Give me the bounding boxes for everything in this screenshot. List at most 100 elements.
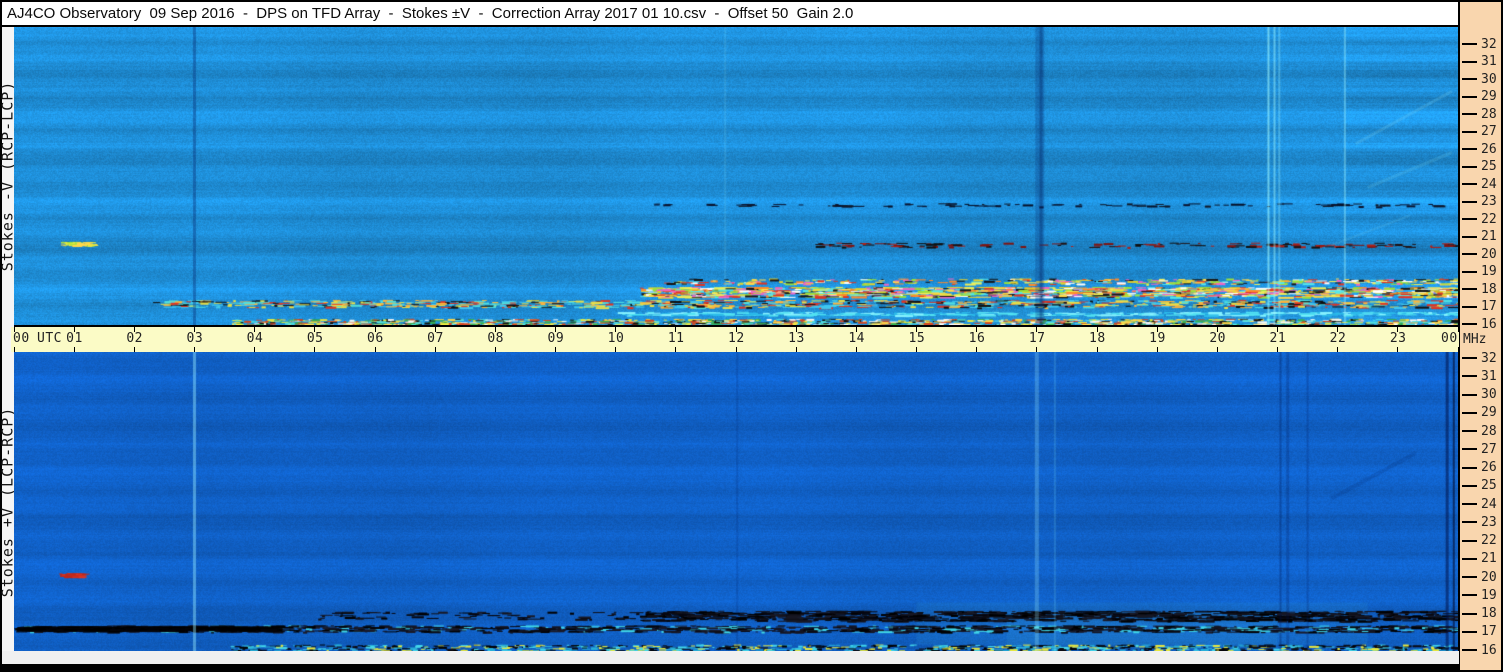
freq-tick: 30: [1460, 387, 1497, 403]
freq-tick-mark: [1462, 60, 1477, 63]
freq-tick-mark: [1462, 43, 1477, 45]
time-tick: [254, 327, 256, 332]
freq-tick-label: 19: [1481, 264, 1497, 279]
freq-tick-label: 30: [1481, 387, 1497, 402]
freq-tick-label: 28: [1481, 106, 1497, 122]
time-tick: [1096, 347, 1098, 352]
time-tick-label: 05: [306, 331, 324, 346]
time-tick: [1096, 327, 1098, 332]
freq-tick: 18: [1460, 606, 1497, 622]
freq-tick-label: 32: [1481, 36, 1497, 52]
time-tick: [1036, 347, 1038, 352]
freq-tick-mark: [1462, 375, 1477, 378]
freq-tick-label: 16: [1481, 316, 1497, 332]
freq-tick: 26: [1460, 141, 1497, 157]
page-title: AJ4CO Observatory 09 Sep 2016 - DPS on T…: [7, 5, 854, 22]
freq-tick: 23: [1460, 514, 1497, 530]
time-tick: [795, 347, 797, 352]
time-tick: [13, 327, 15, 332]
freq-tick-mark: [1462, 576, 1477, 578]
freq-tick: 26: [1460, 460, 1497, 476]
freq-tick-label: 20: [1481, 569, 1497, 585]
freq-tick: 25: [1460, 159, 1497, 175]
freq-tick: 31: [1460, 368, 1497, 384]
bottom-margin: [2, 651, 1459, 664]
time-tick: [615, 347, 617, 352]
time-tick-label: 00: [1441, 331, 1458, 346]
freq-tick-mark: [1462, 357, 1477, 359]
freq-tick-mark: [1462, 594, 1477, 597]
freq-tick: 24: [1460, 176, 1497, 192]
time-tick: [434, 347, 436, 352]
freq-tick: 21: [1460, 551, 1497, 567]
time-tick-label: 10: [607, 331, 625, 346]
time-tick-label: 00: [13, 331, 30, 346]
freq-tick-label: 22: [1481, 533, 1497, 548]
time-tick: [1337, 327, 1339, 332]
time-tick: [976, 327, 978, 332]
freq-tick-mark: [1462, 521, 1477, 524]
freq-tick-label: 31: [1481, 54, 1497, 69]
freq-tick-label: 32: [1481, 350, 1497, 366]
time-tick: [555, 327, 556, 332]
time-tick: [1397, 327, 1399, 332]
time-tick-label: 23: [1389, 331, 1407, 346]
freq-tick: 27: [1460, 441, 1497, 457]
freq-tick-label: 23: [1481, 514, 1497, 530]
freq-tick-label: 24: [1481, 496, 1497, 512]
freq-tick-label: 29: [1481, 405, 1497, 421]
freq-scale: MHz 32 31 30 29 28 27 26 25 24 23 22 21 20 19 18 17 16 32…: [1460, 2, 1501, 670]
time-tick-label: 15: [908, 331, 926, 346]
time-tick: [374, 347, 376, 352]
freq-tick-mark: [1462, 630, 1477, 633]
freq-tick: 23: [1460, 194, 1497, 210]
time-tick: [494, 347, 496, 352]
freq-tick-label: 29: [1481, 89, 1497, 104]
time-tick-label: 16: [968, 331, 986, 346]
freq-tick-label: 17: [1481, 624, 1497, 640]
freq-tick-label: 18: [1481, 606, 1497, 621]
freq-tick: 22: [1460, 211, 1497, 227]
time-tick: [1156, 347, 1158, 352]
time-tick: [73, 327, 75, 332]
freq-tick-mark: [1462, 305, 1477, 308]
freq-tick-label: 16: [1481, 642, 1497, 658]
freq-tick-label: 18: [1481, 281, 1497, 297]
freq-tick-mark: [1462, 539, 1477, 542]
time-tick: [1156, 327, 1158, 332]
freq-tick-mark: [1462, 466, 1477, 469]
freq-tick-label: 31: [1481, 368, 1497, 384]
freq-tick-mark: [1462, 200, 1477, 203]
time-tick: [976, 347, 978, 352]
freq-tick-label: 21: [1481, 551, 1497, 567]
freq-tick-mark: [1462, 218, 1477, 220]
top-panel-ylabel: Stokes -V (RCP-LCP): [0, 27, 16, 325]
freq-tick-label: 25: [1481, 159, 1497, 174]
freq-tick: 19: [1460, 587, 1497, 603]
freq-tick-mark: [1462, 270, 1477, 273]
bottom-panel-ylabel: Stokes +V (LCP-RCP): [0, 352, 16, 651]
time-tick: [1457, 327, 1459, 332]
freq-tick-mark: [1462, 430, 1477, 432]
freq-tick: 28: [1460, 423, 1497, 439]
time-tick-label: 02: [126, 331, 143, 346]
freq-tick: 29: [1460, 89, 1497, 105]
freq-tick-label: 28: [1481, 423, 1497, 439]
time-axis: UTC 00 01 02 03 04 05 06 07 08 09 10 11 12 13 14 15 16 17…: [11, 327, 1459, 352]
freq-tick: 16: [1460, 642, 1497, 658]
freq-tick-mark: [1462, 130, 1477, 133]
time-tick-label: 08: [487, 331, 504, 346]
freq-tick-label: 19: [1481, 587, 1497, 603]
time-tick: [1216, 347, 1218, 352]
freq-tick: 16: [1460, 316, 1497, 332]
freq-tick: 28: [1460, 106, 1497, 122]
time-tick: [795, 327, 797, 332]
freq-tick: 18: [1460, 281, 1497, 297]
freq-tick: 29: [1460, 405, 1497, 421]
freq-tick-mark: [1462, 612, 1477, 615]
time-tick: [916, 327, 917, 332]
freq-tick: 25: [1460, 478, 1497, 494]
time-tick: [855, 327, 857, 332]
time-tick: [1397, 347, 1399, 352]
